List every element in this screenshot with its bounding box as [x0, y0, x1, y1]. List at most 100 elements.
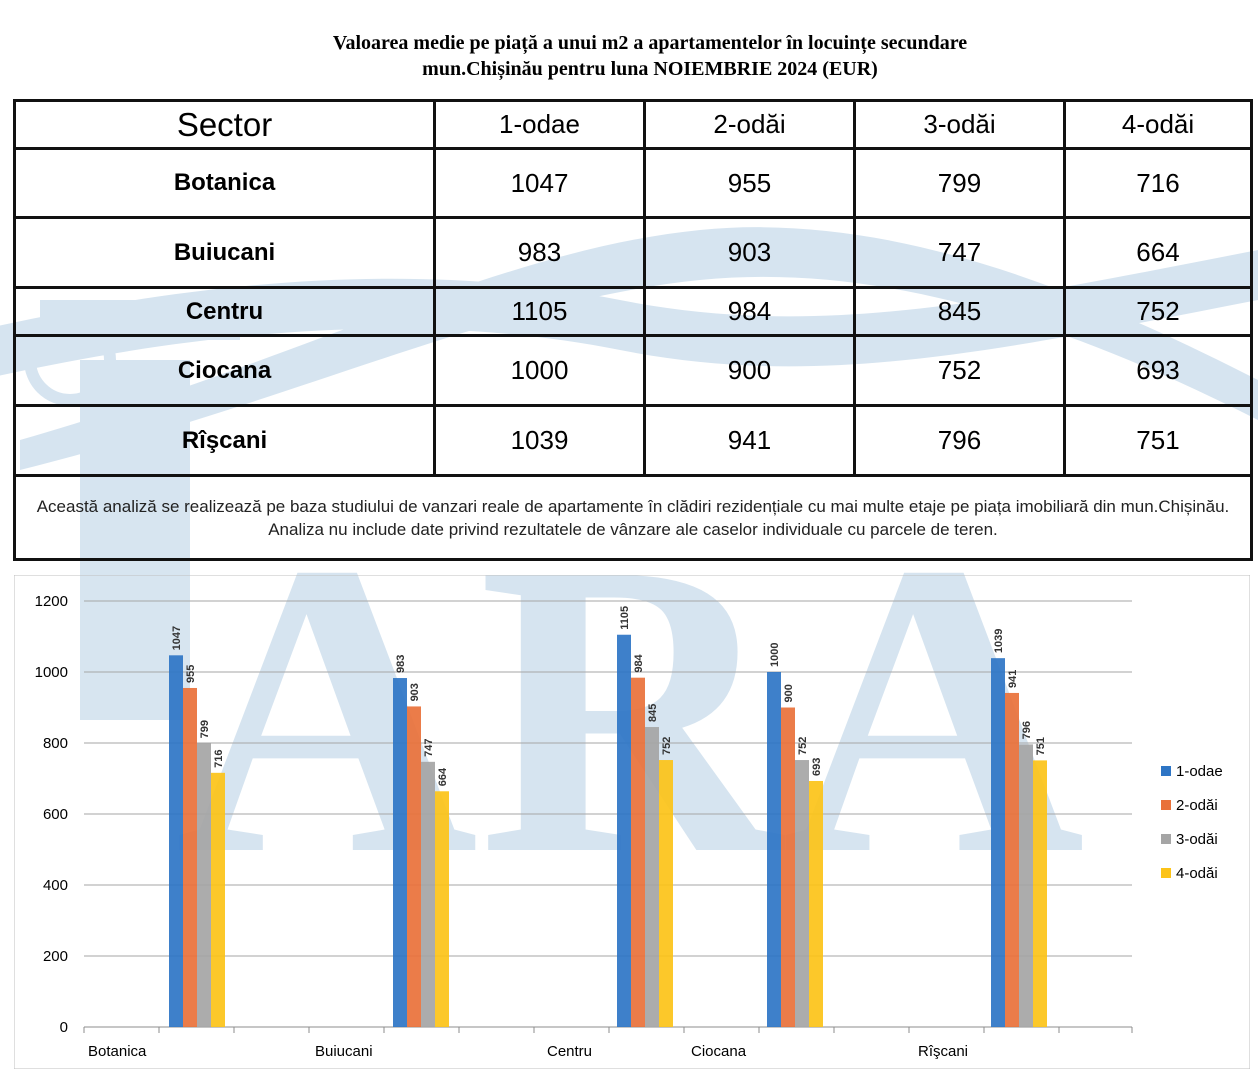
bar [631, 677, 645, 1027]
y-tick-label: 400 [43, 877, 68, 894]
price-cell: 1047 [433, 147, 646, 219]
price-cell: 752 [853, 334, 1066, 407]
data-label: 752 [797, 737, 809, 755]
x-tick-label: Buiucani [315, 1043, 373, 1060]
data-label: 1047 [171, 626, 183, 650]
price-cell: 693 [1063, 334, 1253, 407]
legend-swatch [1161, 800, 1171, 810]
price-cell: 716 [1063, 147, 1253, 219]
legend-swatch [1161, 868, 1171, 878]
data-label: 664 [437, 767, 449, 786]
data-label: 941 [1007, 670, 1019, 688]
bar [781, 707, 795, 1027]
y-tick-label: 600 [43, 806, 68, 823]
data-label: 955 [185, 665, 197, 683]
legend-swatch [1161, 766, 1171, 776]
bar [645, 727, 659, 1027]
header-3-odai: 3-odăi [853, 99, 1066, 150]
title-line-2: mun.Chișinău pentru luna NOIEMBRIE 2024 … [422, 58, 878, 80]
y-tick-label: 200 [43, 948, 68, 965]
price-cell: 955 [643, 147, 856, 219]
data-label: 983 [395, 655, 407, 673]
price-cell: 983 [433, 216, 646, 289]
data-label: 1000 [769, 643, 781, 667]
price-cell: 1039 [433, 404, 646, 477]
table-row: Ciocana 1000 900 752 693 [13, 334, 1253, 407]
sector-cell: Buiucani [13, 216, 436, 289]
header-1-odae: 1-odae [433, 99, 646, 150]
data-label: 751 [1035, 737, 1047, 755]
sector-cell: Centru [13, 286, 436, 337]
analysis-note: Această analiză se realizează pe baza st… [13, 474, 1253, 561]
bar [1019, 744, 1033, 1027]
page-title: Valoarea medie pe piață a unui m2 a apar… [0, 30, 1258, 82]
price-cell: 1000 [433, 334, 646, 407]
bar [421, 761, 435, 1027]
bar [197, 743, 211, 1027]
legend-label: 3-odăi [1176, 831, 1218, 848]
price-cell: 799 [853, 147, 1066, 219]
bar [169, 655, 183, 1027]
y-tick-label: 1200 [35, 593, 68, 610]
price-cell: 796 [853, 404, 1066, 477]
price-cell: 941 [643, 404, 856, 477]
data-label: 799 [199, 720, 211, 738]
x-tick-label: Botanica [88, 1043, 147, 1060]
sector-cell: Botanica [13, 147, 436, 219]
data-label: 1039 [993, 629, 1005, 653]
legend-label: 1-odae [1176, 763, 1223, 780]
y-tick-label: 0 [60, 1019, 68, 1036]
legend-swatch [1161, 834, 1171, 844]
bar [991, 658, 1005, 1027]
price-cell: 1105 [433, 286, 646, 337]
bar [795, 760, 809, 1027]
bar [183, 687, 197, 1027]
price-cell: 903 [643, 216, 856, 289]
price-cell: 845 [853, 286, 1066, 337]
data-label: 845 [647, 704, 659, 722]
header-2-odai: 2-odăi [643, 99, 856, 150]
price-cell: 751 [1063, 404, 1253, 477]
price-table: Sector 1-odae 2-odăi 3-odăi 4-odăi Botan… [13, 99, 1253, 561]
bar [1005, 692, 1019, 1027]
bar [393, 678, 407, 1027]
data-label: 1105 [619, 606, 631, 630]
sector-cell: Ciocana [13, 334, 436, 407]
header-sector: Sector [13, 99, 436, 150]
bar [767, 672, 781, 1027]
bar [617, 634, 631, 1027]
x-tick-label: Centru [547, 1043, 592, 1060]
bar [407, 706, 421, 1027]
data-label: 716 [213, 749, 225, 767]
bar [1033, 760, 1047, 1027]
data-label: 796 [1021, 721, 1033, 739]
y-tick-label: 800 [43, 735, 68, 752]
legend-label: 4-odăi [1176, 865, 1218, 882]
table-row: Rîşcani 1039 941 796 751 [13, 404, 1253, 477]
sector-cell: Rîşcani [13, 404, 436, 477]
data-label: 984 [633, 653, 645, 672]
bar-chart: 0 200 400 600 800 1000 1200 Botanica 1047 955 799… [14, 575, 1250, 1069]
table-row: Centru 1105 984 845 752 [13, 286, 1253, 337]
legend-label: 2-odăi [1176, 797, 1218, 814]
data-label: 747 [423, 738, 435, 756]
bar [809, 780, 823, 1027]
price-cell: 752 [1063, 286, 1253, 337]
table-row: Botanica 1047 955 799 716 [13, 147, 1253, 219]
x-tick-label: Rîşcani [918, 1043, 968, 1060]
price-cell: 747 [853, 216, 1066, 289]
data-label: 903 [409, 683, 421, 701]
data-label: 693 [811, 758, 823, 776]
title-line-1: Valoarea medie pe piață a unui m2 a apar… [332, 32, 968, 54]
header-4-odai: 4-odăi [1063, 99, 1253, 150]
bar [211, 772, 225, 1027]
price-cell: 900 [643, 334, 856, 407]
price-cell: 664 [1063, 216, 1253, 289]
bar [659, 760, 673, 1027]
x-tick-label: Ciocana [691, 1043, 747, 1060]
bar [435, 791, 449, 1027]
data-label: 900 [783, 684, 795, 702]
table-header-row: Sector 1-odae 2-odăi 3-odăi 4-odăi [13, 99, 1253, 150]
price-cell: 984 [643, 286, 856, 337]
y-tick-label: 1000 [35, 664, 68, 681]
